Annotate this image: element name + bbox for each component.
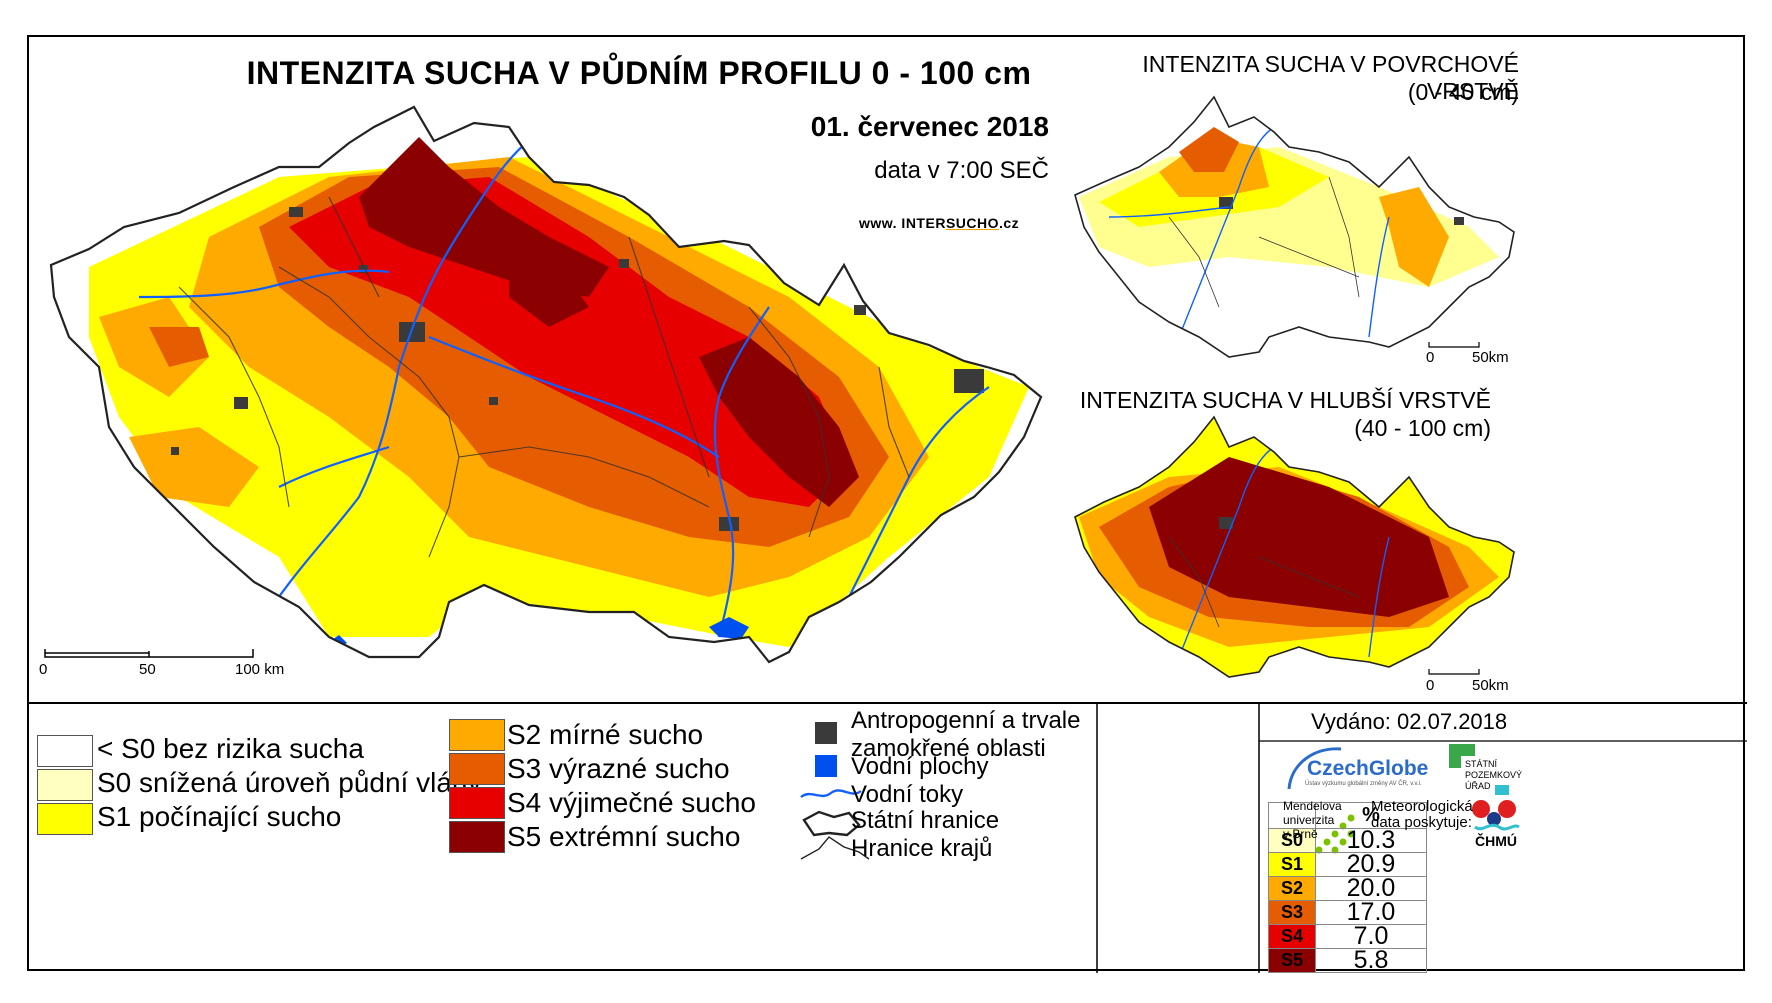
- legend-swatch-s1: [37, 803, 93, 835]
- percent-class-value: 10.3: [1315, 828, 1427, 853]
- chmu-name: ČHMÚ: [1475, 833, 1517, 849]
- spu-logo: [1449, 744, 1475, 768]
- mendelu-name: Mendelova univerzita v Brně: [1283, 799, 1342, 841]
- deep-scale-bar: [1428, 669, 1480, 675]
- legend-label-s1: S1 počínající sucho: [97, 801, 342, 832]
- percent-table-header-row: %: [1268, 802, 1427, 829]
- percent-table-row: S5 5.8: [1268, 948, 1427, 973]
- main-scale-100: 100 km: [235, 661, 285, 678]
- deep-scale-50: 50km: [1472, 677, 1509, 694]
- web-suffix: .cz: [999, 215, 1020, 231]
- legend-region-border-label: Hranice krajů: [851, 835, 993, 862]
- percent-class-value: 7.0: [1315, 924, 1427, 949]
- surface-map-title: INTENZITA SUCHA V POVRCHOVÉ VRSTVĚ: [1142, 51, 1519, 104]
- deep-drought-map: [1075, 417, 1514, 677]
- chmu-logo: [1472, 785, 1520, 831]
- web-em: SUCHO: [945, 215, 999, 231]
- percent-table-row: S3 17.0: [1268, 900, 1427, 925]
- main-map-title: INTENZITA SUCHA V PŮDNÍM PROFILU 0 - 100…: [246, 55, 1032, 91]
- water-body-swatch: [815, 755, 837, 777]
- legend-water-bodies-label: Vodní plochy: [851, 753, 989, 780]
- state-border-symbol: [802, 810, 861, 837]
- deep-scale-0: 0: [1426, 677, 1435, 694]
- website-link[interactable]: www. INTERSUCHO.cz: [859, 215, 1019, 231]
- main-scale-50: 50: [139, 661, 156, 678]
- percent-class-value: 5.8: [1315, 948, 1427, 973]
- anthropogenic-swatch: [815, 722, 837, 744]
- map-frame: INTENZITA SUCHA V PŮDNÍM PROFILU 0 - 100…: [27, 35, 1747, 973]
- legend-swatch-below-s0: [37, 735, 93, 767]
- legend-swatch-s4: [449, 787, 505, 819]
- percent-class-value: 17.0: [1315, 900, 1427, 925]
- czechglobe-name: CzechGlobe: [1307, 757, 1429, 780]
- percent-class-code: S5: [1268, 948, 1316, 973]
- main-scale-bar: [44, 649, 254, 658]
- legend-label-s5: S5 extrémní sucho: [507, 821, 741, 852]
- met-data-credit: Meteorologická data poskytuje:: [1371, 798, 1473, 831]
- legend-label-s3: S3 výrazné sucho: [507, 753, 730, 784]
- percent-table-row: S1 20.9: [1268, 852, 1427, 877]
- legend-streams-label: Vodní toky: [851, 781, 964, 808]
- main-map-date: 01. červenec 2018: [810, 111, 1049, 142]
- surface-scale-0: 0: [1426, 349, 1435, 366]
- percent-class-code: S1: [1268, 852, 1316, 877]
- surface-drought-map: [1075, 97, 1514, 357]
- legend-state-border-label: Státní hranice: [851, 807, 1000, 834]
- stream-symbol: [800, 789, 862, 799]
- surface-scale-50: 50km: [1472, 349, 1509, 366]
- web-prefix: www. INTER: [859, 215, 946, 231]
- maps-layer: [29, 95, 1747, 973]
- czechglobe-subtitle: Ústav výzkumu globální změny AV ČR, v.v.…: [1305, 781, 1422, 787]
- surface-map-depth: (0 - 40 cm): [1407, 79, 1519, 105]
- percent-table-row: S4 7.0: [1268, 924, 1427, 949]
- percent-class-code: S4: [1268, 924, 1316, 949]
- region-border-symbol: [800, 836, 870, 860]
- legend-swatch-s0: [37, 769, 93, 801]
- main-scale-0: 0: [39, 661, 48, 678]
- drought-percent-table: % S0 10.3 S1 20.9 S2 20.0 S3 17.0 S4 7.0 S5 5.8: [1268, 802, 1427, 973]
- percent-class-code: S2: [1268, 876, 1316, 901]
- legend-swatch-s3: [449, 753, 505, 785]
- legend-label-s4: S4 výjimečné sucho: [507, 787, 757, 818]
- main-map-time: data v 7:00 SEČ: [874, 157, 1049, 184]
- legend-swatch-s2: [449, 719, 505, 751]
- legend-label-below-s0: < S0 bez rizika sucha: [97, 733, 364, 764]
- percent-class-code: S3: [1268, 900, 1316, 925]
- deep-map-title: INTENZITA SUCHA V HLUBŠÍ VRSTVĚ: [1079, 387, 1491, 413]
- issued-date: Vydáno: 02.07.2018: [1311, 709, 1508, 734]
- percent-table-row: S2 20.0: [1268, 876, 1427, 901]
- legend-label-s2: S2 mírné sucho: [507, 719, 704, 750]
- legend-anthropogenic-label: Antropogenní a trvale zamokřené oblasti: [851, 707, 1081, 762]
- deep-map-depth: (40 - 100 cm): [1354, 415, 1491, 441]
- percent-class-value: 20.9: [1315, 852, 1427, 877]
- state-border: [49, 105, 1043, 664]
- surface-scale-bar: [1428, 342, 1480, 348]
- czechglobe-logo: [1287, 747, 1342, 790]
- percent-class-value: 20.0: [1315, 876, 1427, 901]
- legend-swatch-s5: [449, 821, 505, 853]
- spu-name: STÁTNÍ POZEMKOVÝ ÚŘAD: [1465, 759, 1523, 791]
- legend-label-s0: S0 snížená úroveň půdní vláhy: [97, 767, 482, 798]
